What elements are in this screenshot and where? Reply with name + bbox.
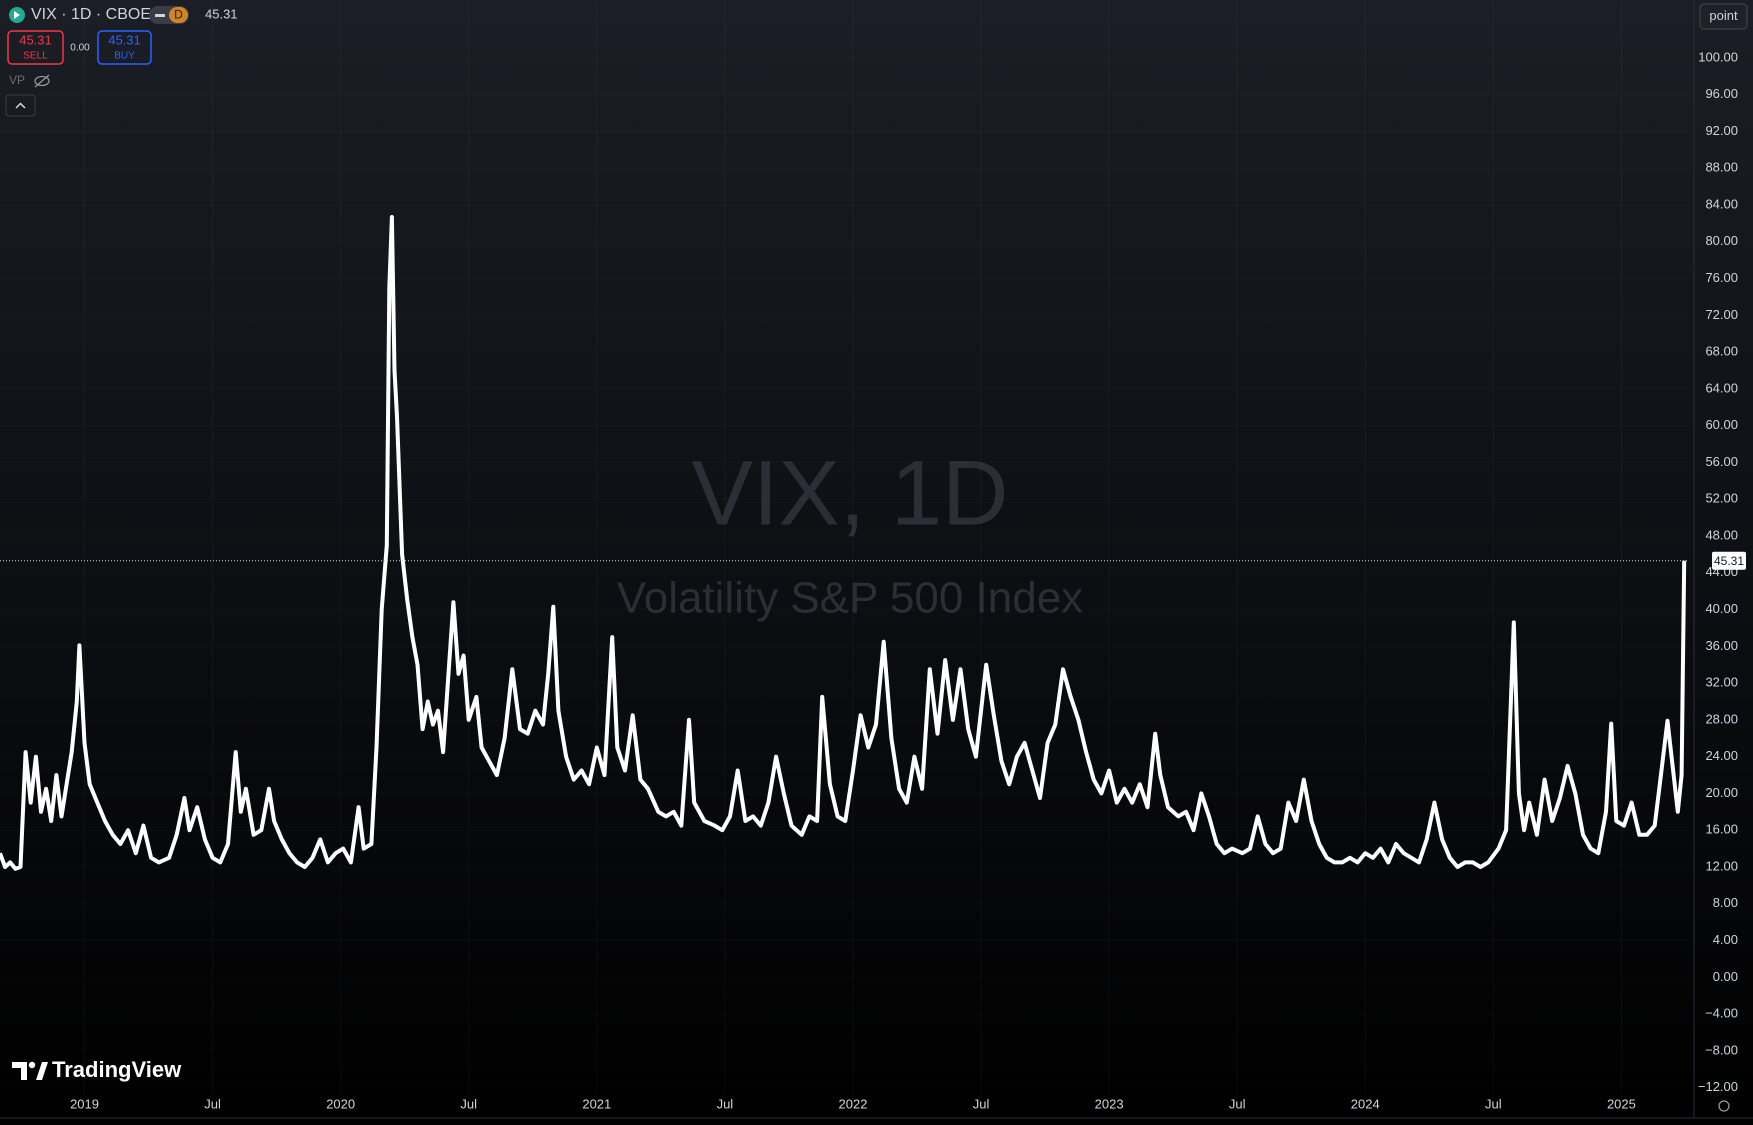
logo-dot: [28, 1061, 36, 1069]
y-tick-label: 32.00: [1705, 675, 1738, 690]
x-tick-label: Jul: [973, 1096, 990, 1111]
y-tick-label: −8.00: [1705, 1042, 1738, 1057]
y-tick-label: 12.00: [1705, 858, 1738, 873]
status-arrow: [14, 11, 20, 19]
x-tick-label: Jul: [204, 1096, 221, 1111]
sell-button[interactable]: [7, 30, 64, 65]
buy-button[interactable]: [97, 30, 152, 65]
y-tick-label: 68.00: [1705, 344, 1738, 359]
scale-button-label: point: [1709, 8, 1738, 23]
y-tick-label: 92.00: [1705, 123, 1738, 138]
y-tick-label: 52.00: [1705, 491, 1738, 506]
y-tick-label: 20.00: [1705, 785, 1738, 800]
y-tick-label: 72.00: [1705, 307, 1738, 322]
collapse-button[interactable]: [5, 94, 36, 117]
hide-icon[interactable]: [34, 75, 50, 87]
y-tick-label: 24.00: [1705, 748, 1738, 763]
price-line: [0, 215, 1687, 871]
y-tick-label: 40.00: [1705, 601, 1738, 616]
y-tick-label: 80.00: [1705, 233, 1738, 248]
x-tick-label: Jul: [717, 1096, 734, 1111]
y-tick-label: 16.00: [1705, 822, 1738, 837]
settings-icon[interactable]: [1718, 1100, 1730, 1112]
y-tick-label: 60.00: [1705, 417, 1738, 432]
spread: 0.00: [70, 43, 90, 54]
interval-badge-bg: [169, 7, 188, 23]
hide-icon-slash: [34, 74, 50, 88]
pill-icon: [155, 14, 165, 17]
y-tick-label: −4.00: [1705, 1006, 1738, 1021]
logo-mark: [12, 1062, 27, 1080]
y-tick-label: 0.00: [1713, 969, 1738, 984]
y-tick-label: 100.00: [1698, 49, 1738, 64]
x-tick-label: Jul: [460, 1096, 477, 1111]
y-tick-label: 28.00: [1705, 711, 1738, 726]
interval-badge: D: [174, 8, 183, 22]
x-tick-label: Jul: [1229, 1096, 1246, 1111]
y-tick-label: 8.00: [1713, 895, 1738, 910]
y-tick-label: 56.00: [1705, 454, 1738, 469]
y-tick-label: 76.00: [1705, 270, 1738, 285]
buy-price: 45.31: [108, 32, 141, 47]
y-tick-label: −12.00: [1698, 1079, 1738, 1094]
logo-slash: [36, 1062, 48, 1080]
watermark-subtitle: Volatility S&P 500 Index: [617, 574, 1083, 623]
sell-price: 45.31: [19, 32, 52, 47]
watermark-title: VIX, 1D: [691, 442, 1008, 544]
symbol[interactable]: VIX · 1D · CBOE: [31, 6, 151, 23]
header-price: 45.31: [205, 6, 238, 21]
y-tick-label: 96.00: [1705, 86, 1738, 101]
scale-button[interactable]: [1699, 3, 1748, 30]
last-price-label: 45.31: [1714, 554, 1744, 568]
x-tick-label: 2023: [1095, 1096, 1124, 1111]
y-tick-label: 36.00: [1705, 638, 1738, 653]
collapse-icon: [15, 102, 26, 109]
y-tick-label: 88.00: [1705, 160, 1738, 175]
vp-label[interactable]: VP: [9, 73, 25, 87]
x-tick-label: 2019: [70, 1096, 99, 1111]
x-tick-label: 2021: [582, 1096, 611, 1111]
x-tick-label: Jul: [1485, 1096, 1502, 1111]
y-tick-label: 48.00: [1705, 527, 1738, 542]
y-tick-label: 84.00: [1705, 196, 1738, 211]
x-tick-label: 2020: [326, 1096, 355, 1111]
x-tick-label: 2025: [1607, 1096, 1636, 1111]
last-price-tag: [1712, 551, 1746, 570]
y-tick-label: 4.00: [1713, 932, 1738, 947]
x-tick-label: 2024: [1351, 1096, 1380, 1111]
sell-label: SELL: [23, 51, 48, 62]
y-tick-label: 64.00: [1705, 380, 1738, 395]
buy-label: BUY: [114, 51, 135, 62]
x-tick-label: 2022: [839, 1096, 868, 1111]
brand: TradingView: [52, 1057, 182, 1082]
